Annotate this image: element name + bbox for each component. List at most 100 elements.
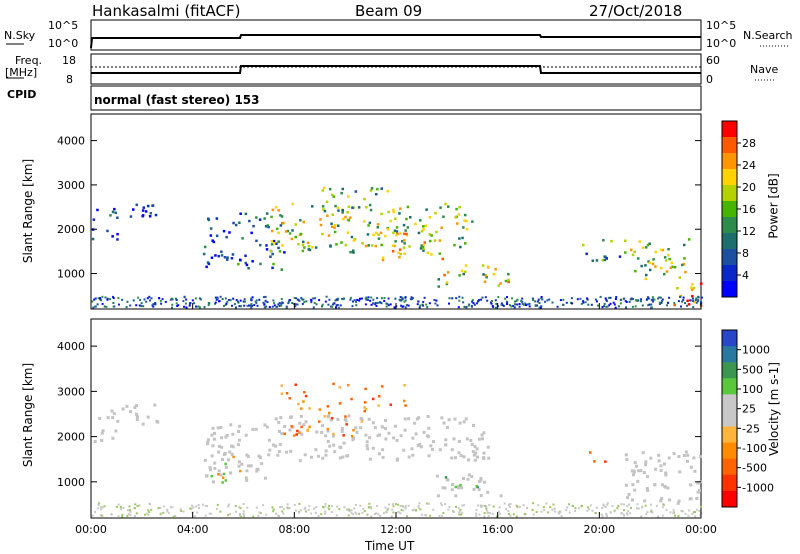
power-cell [248, 304, 251, 307]
velocity-ground-cell [354, 511, 357, 514]
power-cell [226, 300, 229, 303]
power-cell [333, 230, 337, 234]
power-cell [151, 304, 154, 307]
power-cell [116, 238, 119, 241]
velocity-ground-cell [117, 503, 120, 506]
velocity-ground-cell [237, 464, 241, 468]
power-cell [329, 245, 332, 248]
power-cell [684, 302, 686, 305]
velocity-ground-cell [300, 509, 303, 512]
power-cell [370, 303, 373, 306]
power-cell [112, 297, 115, 300]
velocity-ground-cell [371, 446, 375, 450]
power-cell [445, 282, 449, 286]
velocity-ground-cell [153, 403, 157, 407]
velocity-ground-cell [574, 507, 577, 510]
power-cell [538, 306, 541, 309]
power-cell [325, 295, 328, 298]
power-cell [269, 249, 273, 253]
power-cell [416, 303, 419, 306]
power-cell [354, 190, 358, 193]
velocity-ground-cell [568, 503, 571, 506]
power-cell [630, 297, 633, 300]
power-cell [313, 301, 316, 304]
velocity-ground-cell [655, 504, 658, 507]
velocity-ground-cell [342, 441, 346, 445]
velocity-ground-cell [605, 512, 608, 515]
power-cell [461, 296, 464, 299]
velocity-ground-cell [477, 504, 480, 507]
power-cell [376, 226, 379, 229]
velocity-ground-cell [366, 447, 370, 451]
power-cell [280, 298, 283, 300]
power-cell [214, 296, 217, 299]
power-cell [571, 302, 573, 305]
velocity-ground-cell [458, 421, 462, 425]
velocity-ground-cell [205, 474, 209, 478]
power-cell [383, 297, 386, 299]
power-cell [121, 298, 124, 301]
velocity-ground-cell [677, 455, 681, 458]
power-cell [101, 295, 104, 298]
power-cell [637, 257, 640, 260]
power-cell [209, 227, 213, 230]
velocity-ground-cell [365, 440, 369, 444]
velocity-ground-cell [231, 432, 235, 436]
colorbar-tick-label: 16 [742, 203, 756, 216]
power-cell [459, 245, 462, 249]
power-cell [379, 301, 382, 304]
velocity-ground-cell [681, 510, 684, 513]
velocity-flow-cell [444, 476, 448, 479]
velocity-flow-cell [350, 397, 353, 401]
velocity-ground-cell [98, 502, 101, 505]
velocity-ground-cell [221, 458, 224, 462]
power-cell [258, 218, 262, 221]
colorbar-tick-label: 25 [742, 403, 756, 416]
power-cell [340, 191, 343, 195]
velocity-ground-cell [485, 509, 488, 512]
power-cell [625, 306, 627, 309]
power-cell [252, 224, 255, 228]
velocity-ground-cell [442, 421, 446, 425]
velocity-ground-cell [462, 455, 466, 459]
velocity-flow-cell [342, 434, 345, 437]
colorbar-swatch [722, 137, 737, 154]
power-cell [312, 306, 315, 309]
power-cell [403, 242, 406, 245]
power-cell [146, 297, 149, 300]
velocity-ground-cell [467, 458, 470, 462]
power-cell [437, 285, 440, 288]
velocity-ground-cell [636, 503, 639, 506]
power-cell [402, 246, 406, 249]
colorbar-swatch [722, 410, 737, 428]
velocity-flow-cell [297, 402, 300, 406]
velocity-flow-cell [292, 434, 296, 437]
power-cell [394, 297, 397, 300]
power-cell [360, 297, 363, 300]
velocity-ground-cell [159, 507, 162, 509]
velocity-ground-cell [516, 505, 519, 508]
power-cell [697, 298, 700, 301]
velocity-ground-cell [217, 450, 221, 454]
velocity-ground-cell [630, 469, 634, 473]
power-cell [667, 253, 670, 257]
power-cell [491, 305, 494, 307]
velocity-ground-cell [376, 434, 380, 438]
velocity-flow-cell [347, 383, 350, 387]
velocity-ground-cell [677, 499, 681, 503]
power-cell [426, 306, 429, 309]
power-cell [462, 226, 465, 229]
velocity-ground-cell [332, 443, 336, 447]
velocity-ground-cell [659, 464, 663, 468]
velocity-ground-cell [98, 416, 102, 420]
power-cell [491, 300, 493, 302]
power-cell [428, 233, 431, 236]
velocity-ground-cell [664, 473, 668, 477]
power-cell [604, 255, 607, 258]
velocity-ground-cell [210, 433, 214, 437]
power-cell [214, 301, 217, 304]
power-cell [506, 296, 508, 299]
power-cell [103, 305, 106, 308]
cpid-text: normal (fast stereo) 153 [94, 93, 260, 107]
power-cell [184, 302, 187, 305]
